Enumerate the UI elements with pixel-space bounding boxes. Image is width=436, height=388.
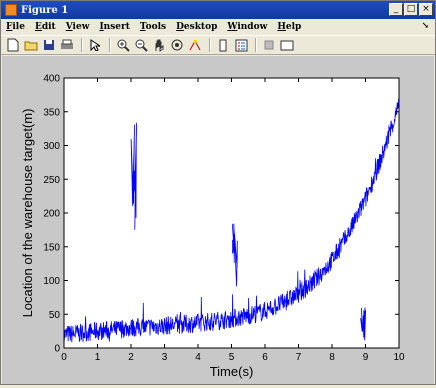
toolbar-separator	[209, 38, 211, 52]
print-icon[interactable]	[59, 37, 75, 53]
menu-insert[interactable]: Insert	[99, 21, 130, 32]
figure-canvas: 0 1 2 3 4 5 6 7 8 9 10 0 50 100 150 200 250 300 350 400 Tim…	[2, 56, 434, 384]
y-tick-label: 200	[43, 209, 60, 220]
x-tick-label: 9	[363, 352, 369, 363]
x-tick-label: 2	[128, 352, 134, 363]
menu-desktop[interactable]: Desktop	[176, 21, 218, 32]
window-title: Figure 1	[21, 4, 69, 16]
zoom-out-icon[interactable]	[133, 37, 149, 53]
colorbar-icon[interactable]	[215, 37, 231, 53]
new-file-icon[interactable]	[5, 37, 21, 53]
series-layer	[63, 96, 400, 344]
x-tick-label: 3	[162, 352, 168, 363]
rotate-icon[interactable]	[169, 37, 185, 53]
menu-window[interactable]: Window	[227, 21, 268, 32]
outlier-spike	[130, 122, 137, 230]
x-tick-label: 10	[393, 352, 405, 363]
y-tick-label: 350	[43, 107, 60, 118]
pointer-icon[interactable]	[87, 37, 103, 53]
y-tick-label: 300	[43, 141, 60, 152]
toolbar-separator	[255, 38, 257, 52]
x-tick-label: 1	[95, 352, 101, 363]
save-icon[interactable]	[41, 37, 57, 53]
zoom-in-icon[interactable]	[115, 37, 131, 53]
x-axis-label: Time(s)	[210, 364, 254, 379]
toolbar-separator	[81, 38, 83, 52]
y-axis-label: Location of the warehouse target(m)	[20, 109, 35, 318]
y-tick-label: 0	[54, 344, 60, 355]
show-plot-tools-icon[interactable]	[279, 37, 295, 53]
matlab-icon	[5, 4, 17, 16]
x-tick-label: 7	[296, 352, 302, 363]
x-tick-label: 5	[229, 352, 235, 363]
title-bar[interactable]: Figure 1 _ □ ×	[1, 1, 435, 19]
x-tick-label: 8	[329, 352, 335, 363]
figure-toolbar	[1, 35, 435, 55]
maximize-button[interactable]: □	[404, 3, 418, 16]
axes-background	[64, 78, 399, 348]
menu-bar: File Edit View Insert Tools Desktop Wind…	[1, 19, 435, 34]
y-tick-label: 150	[43, 242, 60, 253]
close-button[interactable]: ×	[419, 3, 433, 16]
pan-icon[interactable]	[151, 37, 167, 53]
data-cursor-icon[interactable]	[187, 37, 203, 53]
hide-plot-tools-icon[interactable]	[261, 37, 277, 53]
menu-file[interactable]: File	[6, 21, 25, 32]
menu-tools[interactable]: Tools	[139, 21, 167, 32]
minimize-button[interactable]: _	[389, 3, 403, 16]
menubar-dock-arrow-icon[interactable]: ↘	[421, 21, 429, 31]
toolbar-separator	[109, 38, 111, 52]
y-tick-label: 400	[43, 74, 60, 85]
x-tick-label: 6	[262, 352, 268, 363]
menu-view[interactable]: View	[65, 21, 90, 32]
open-folder-icon[interactable]	[23, 37, 39, 53]
menu-edit[interactable]: Edit	[34, 21, 56, 32]
y-tick-label: 100	[43, 276, 60, 287]
y-tick-label: 250	[43, 175, 60, 186]
series-line	[63, 96, 400, 344]
outlier-spike	[360, 307, 366, 341]
x-tick-label: 0	[61, 352, 67, 363]
legend-icon[interactable]	[233, 37, 249, 53]
menu-help[interactable]: Help	[277, 21, 302, 32]
outlier-spike	[231, 223, 238, 287]
x-tick-label: 4	[195, 352, 201, 363]
y-tick-label: 50	[49, 310, 61, 321]
